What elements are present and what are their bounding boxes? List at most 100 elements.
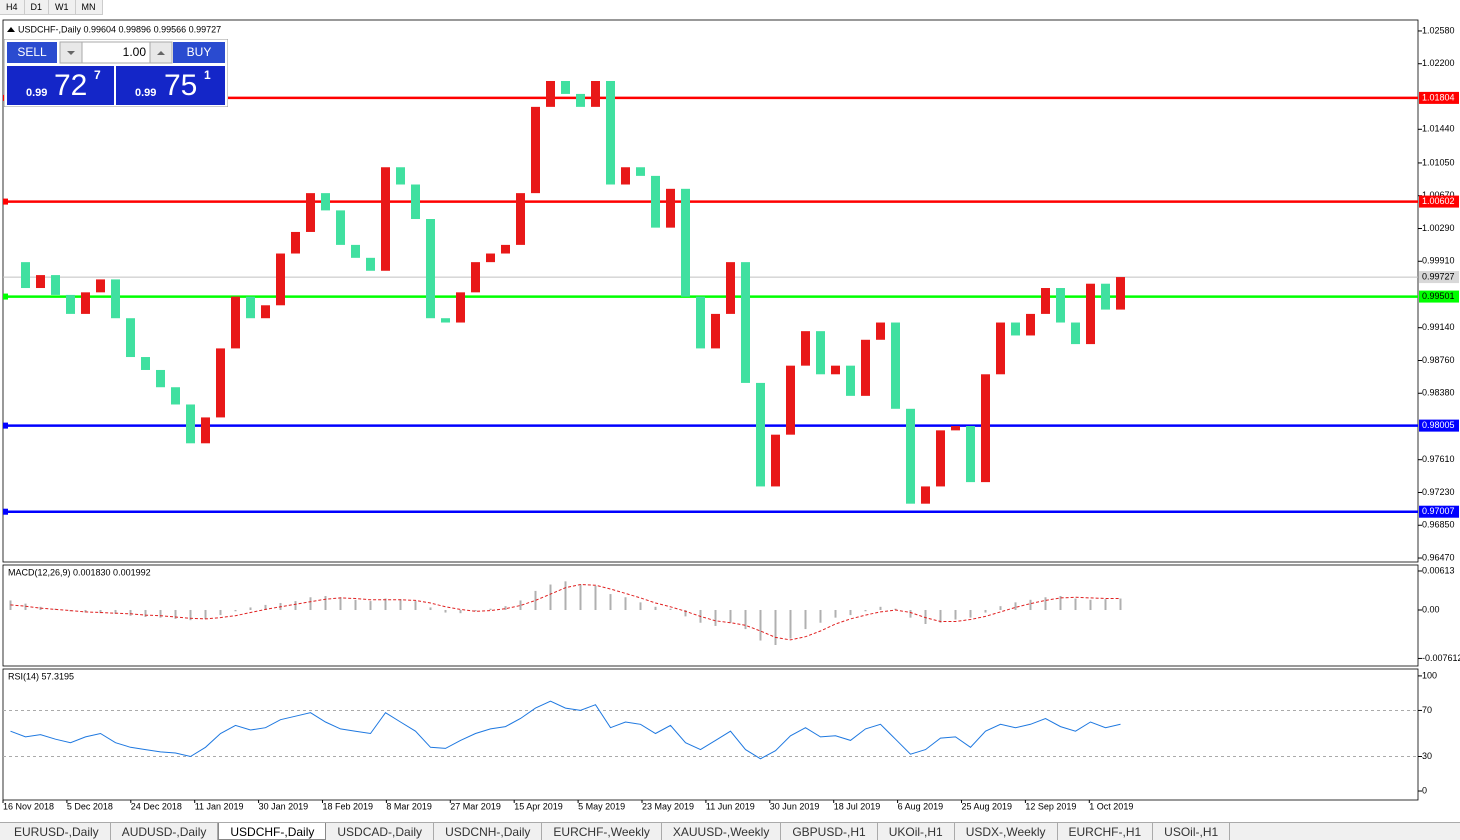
candle bbox=[591, 80, 600, 107]
macd-bar bbox=[324, 595, 327, 610]
down-arrow bbox=[67, 51, 75, 55]
candle bbox=[411, 184, 420, 220]
candle bbox=[1086, 283, 1095, 345]
candle bbox=[831, 365, 840, 375]
timeframe-button[interactable]: W1 bbox=[49, 0, 76, 14]
timeframe-button[interactable]: D1 bbox=[25, 0, 50, 14]
chart-tab[interactable]: AUDUSD-,Daily bbox=[111, 823, 219, 840]
candle bbox=[1071, 322, 1080, 345]
candle bbox=[1101, 283, 1110, 310]
macd-bar bbox=[354, 599, 357, 610]
macd-bar bbox=[939, 609, 942, 623]
timeframe-button[interactable]: H4 bbox=[0, 0, 25, 14]
macd-bar bbox=[114, 609, 117, 614]
candle bbox=[21, 262, 30, 289]
macd-bar bbox=[999, 606, 1002, 610]
x-tick-label: 23 May 2019 bbox=[642, 801, 694, 811]
y-tick-label: 0.99910 bbox=[1422, 256, 1455, 266]
x-tick-label: 24 Dec 2018 bbox=[131, 801, 182, 811]
macd-bar bbox=[339, 597, 342, 610]
macd-bar bbox=[549, 584, 552, 610]
chart-tab[interactable]: EURUSD-,Daily bbox=[3, 823, 111, 840]
level-label: 1.00602 bbox=[1422, 196, 1455, 206]
candle bbox=[936, 430, 945, 487]
chart-tab[interactable]: USDCAD-,Daily bbox=[326, 823, 435, 840]
sell-label: SELL bbox=[17, 45, 47, 59]
trade-panel: SELL 1.00 BUY 0.99 72 7 0.99 75 1 bbox=[4, 39, 228, 107]
chart-tab[interactable]: XAUUSD-,Weekly bbox=[662, 823, 782, 840]
macd-bar bbox=[1059, 595, 1062, 610]
y-tick-label: -0.007612 bbox=[1422, 653, 1460, 663]
candle bbox=[141, 357, 150, 370]
candle bbox=[381, 167, 390, 271]
chart-tab[interactable]: USDCNH-,Daily bbox=[434, 823, 543, 840]
candle bbox=[516, 193, 525, 245]
macd-bar bbox=[459, 609, 462, 614]
sell-price-big: 0.99 bbox=[26, 87, 47, 99]
macd-bar bbox=[519, 600, 522, 610]
rsi-panel bbox=[2, 668, 1419, 801]
candle bbox=[366, 257, 375, 271]
candle bbox=[1041, 288, 1050, 314]
timeframe-button[interactable]: MN bbox=[76, 0, 103, 14]
macd-bar bbox=[129, 609, 132, 616]
macd-bar bbox=[1074, 598, 1077, 610]
chart: USDCHF-,Daily 0.99604 0.99896 0.99566 0.… bbox=[2, 19, 1460, 812]
buy-price-box[interactable] bbox=[116, 66, 225, 105]
y-tick-label: 0.00613 bbox=[1422, 565, 1455, 575]
macd-bar bbox=[429, 607, 432, 610]
y-tick-label: 0.99140 bbox=[1422, 322, 1455, 332]
candle bbox=[261, 305, 270, 319]
level-label-bg bbox=[1419, 419, 1459, 432]
x-tick-label: 18 Feb 2019 bbox=[323, 801, 374, 811]
sell-button[interactable] bbox=[7, 42, 57, 63]
macd-bar bbox=[819, 609, 822, 623]
x-tick-label: 5 May 2019 bbox=[578, 801, 625, 811]
level-handle bbox=[3, 198, 8, 205]
macd-bar bbox=[984, 609, 987, 613]
candle bbox=[156, 369, 165, 388]
macd-bar bbox=[879, 606, 882, 610]
macd-bar bbox=[759, 609, 762, 641]
y-tick-label: 0.96850 bbox=[1422, 520, 1455, 530]
chart-tab[interactable]: EURCHF-,Weekly bbox=[542, 823, 662, 840]
candle bbox=[171, 387, 180, 405]
chart-tab[interactable]: GBPUSD-,H1 bbox=[781, 823, 878, 840]
macd-bar bbox=[294, 601, 297, 610]
macd-bar bbox=[234, 609, 237, 612]
sell-price-box[interactable] bbox=[7, 66, 114, 105]
y-tick-label: 0.98380 bbox=[1422, 388, 1455, 398]
candle bbox=[786, 365, 795, 435]
candle bbox=[201, 417, 210, 444]
macd-bar bbox=[909, 609, 912, 618]
chart-tab[interactable]: UKOil-,H1 bbox=[878, 823, 955, 840]
y-tick-label: 100 bbox=[1422, 670, 1437, 680]
candle bbox=[906, 408, 915, 504]
candle bbox=[816, 331, 825, 375]
macd-bar bbox=[789, 609, 792, 639]
main-panel bbox=[2, 19, 1419, 563]
candle bbox=[51, 275, 60, 295]
lot-value: 1.00 bbox=[123, 45, 147, 59]
candle bbox=[186, 404, 195, 444]
buy-button[interactable] bbox=[173, 42, 225, 63]
macd-bar bbox=[144, 609, 147, 617]
chart-tab[interactable]: USOil-,H1 bbox=[1153, 823, 1231, 840]
collapse-icon[interactable] bbox=[7, 27, 15, 32]
level-handle bbox=[3, 422, 8, 429]
last-price-label: 0.99727 bbox=[1422, 271, 1455, 281]
level-label-bg bbox=[1419, 290, 1459, 303]
macd-bar bbox=[624, 597, 627, 610]
tab-bar: EURUSD-,Daily AUDUSD-,Daily USDCHF-,Daily U… bbox=[0, 822, 1460, 840]
macd-bar bbox=[564, 581, 567, 610]
candle bbox=[306, 193, 315, 232]
macd-bar bbox=[534, 590, 537, 610]
chart-tab[interactable]: EURCHF-,H1 bbox=[1058, 823, 1154, 840]
candle bbox=[66, 294, 75, 314]
chart-tab[interactable]: USDCHF-,Daily bbox=[218, 823, 327, 840]
y-tick-label: 1.00670 bbox=[1422, 190, 1455, 200]
macd-bar bbox=[864, 609, 867, 612]
y-tick-label: 1.00290 bbox=[1422, 223, 1455, 233]
chart-tab[interactable]: USDX-,Weekly bbox=[955, 823, 1058, 840]
level-handle bbox=[3, 508, 8, 515]
